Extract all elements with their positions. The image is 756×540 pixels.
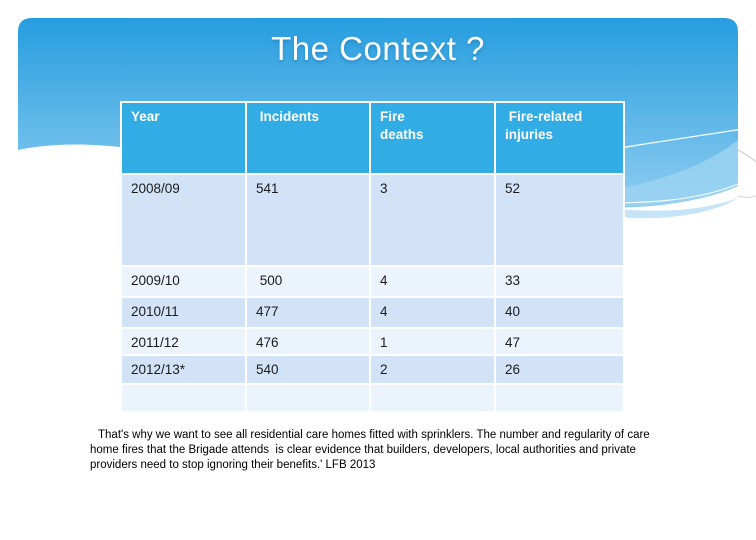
table-cell-empty xyxy=(247,385,369,411)
table-cell-injuries: 47 xyxy=(496,329,623,354)
table-cell-year: 2011/12 xyxy=(122,329,245,354)
wave-band-light xyxy=(560,140,738,206)
table-cell-empty xyxy=(496,385,623,411)
table-cell-fire-deaths: 4 xyxy=(371,267,494,296)
column-header-fire-deaths: Fire deaths xyxy=(371,103,494,173)
stats-table: Year Incidents Fire deaths Fire-related … xyxy=(120,101,625,413)
table-cell-injuries: 26 xyxy=(496,356,623,383)
table-cell-fire-deaths: 4 xyxy=(371,298,494,327)
table-cell-incidents: 477 xyxy=(247,298,369,327)
footer-quote: That's why we want to see all residentia… xyxy=(90,429,653,471)
table-cell-fire-deaths: 2 xyxy=(371,356,494,383)
table-cell-injuries: 40 xyxy=(496,298,623,327)
table-cell-incidents: 476 xyxy=(247,329,369,354)
slide-title: The Context ? xyxy=(271,30,485,67)
column-header-incidents: Incidents xyxy=(247,103,369,173)
table-cell-year: 2010/11 xyxy=(122,298,245,327)
column-header-year: Year xyxy=(122,103,245,173)
table-cell-incidents: 540 xyxy=(247,356,369,383)
table-cell-fire-deaths: 1 xyxy=(371,329,494,354)
table-cell-injuries: 52 xyxy=(496,175,623,265)
table-cell-fire-deaths: 3 xyxy=(371,175,494,265)
column-header-fire-related-injuries: Fire-related injuries xyxy=(496,103,623,173)
table-cell-year: 2012/13* xyxy=(122,356,245,383)
table-cell-injuries: 33 xyxy=(496,267,623,296)
table-cell-year: 2009/10 xyxy=(122,267,245,296)
margin-curve-2 xyxy=(737,195,756,198)
table-cell-empty xyxy=(122,385,245,411)
wave-band-pale xyxy=(590,198,738,219)
table-cell-incidents: 541 xyxy=(247,175,369,265)
table-cell-empty xyxy=(371,385,494,411)
table-cell-incidents: 500 xyxy=(247,267,369,296)
table-cell-year: 2008/09 xyxy=(122,175,245,265)
margin-curve-1 xyxy=(737,149,756,163)
